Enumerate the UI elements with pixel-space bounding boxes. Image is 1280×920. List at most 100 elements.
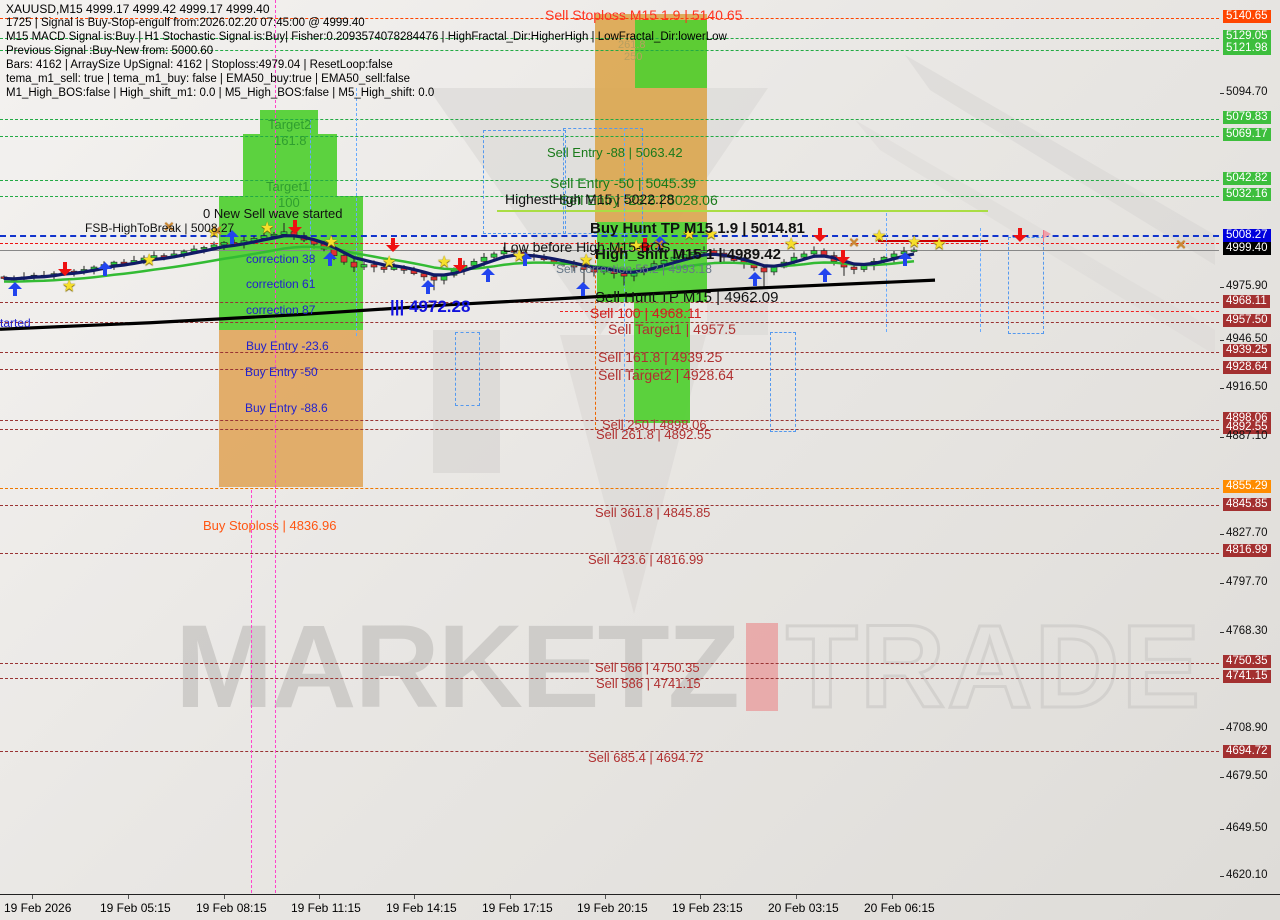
signal-star-icon: ★ [872,228,887,245]
time-tick [510,895,511,899]
info-line-previous: Previous Signal :Buy-New from: 5000.60 [6,45,214,57]
vertical-separator-line [886,213,887,332]
signal-star-icon: ★ [62,278,77,295]
arrow-head [225,230,239,237]
info-line-bars: Bars: 4162 | ArraySize UpSignal: 4162 | … [6,59,393,71]
chart-plot-area[interactable]: MARKETZ TRADE ★ ★ ★ ★ ★ ★ ★ ★ ★ ★ ★ ★ ★ ★ ★ ★ × × × × × × Sel… [0,0,1219,893]
arrow-stem [841,250,845,257]
time-tick [319,895,320,899]
price-badge-red: 4816.99 [1223,544,1271,557]
buy-arrow-icon [8,282,22,299]
price-tick [1220,93,1224,94]
price-level-line [0,322,1219,323]
info-line-macd: M15 MACD Signal is:Buy | H1 Stochastic S… [6,31,727,43]
buy-arrow-icon [225,230,239,247]
price-badge-green: 5069.17 [1223,128,1271,141]
price-badge-red: 4694.72 [1223,745,1271,758]
arrow-stem [293,220,297,227]
arrow-stem [658,243,662,250]
arrow-head [421,280,435,287]
price-badge-red: 4892.55 [1223,421,1271,434]
price-badge-hot: 5140.65 [1223,10,1271,23]
center-green-top [635,20,707,88]
price-tick [1220,829,1224,830]
info-line-bos: M1_High_BOS:false | High_shift_m1: 0.0 |… [6,87,435,99]
candlestick-series [0,222,936,331]
price-level-line [0,196,1219,197]
price-badge-green: 5129.05 [1223,30,1271,43]
arrow-head [898,252,912,259]
arrow-head [518,252,532,259]
candle-down [760,267,768,273]
arrow-stem [523,259,527,266]
arrow-head [836,257,850,264]
price-label: 4946.50 [1226,333,1268,345]
vertical-separator-line [251,490,252,893]
watermark-red-bar [745,623,778,711]
candle-up [360,264,368,268]
candle-up [280,231,288,235]
price-level-line [0,678,1219,679]
signal-star-icon: ★ [142,252,157,269]
time-label: 19 Feb 11:15 [291,901,361,915]
price-label: 4797.70 [1226,576,1268,588]
price-label: 4679.50 [1226,770,1268,782]
candle-up [490,253,498,258]
signal-star-icon: ★ [629,238,644,255]
time-label: 19 Feb 20:15 [577,901,648,915]
price-label: 4620.10 [1226,869,1268,881]
arrow-head [481,268,495,275]
time-axis[interactable]: 19 Feb 2026 19 Feb 05:15 19 Feb 08:15 19 Fe… [0,894,1280,920]
arrow-head [323,252,337,259]
vertical-separator-line [980,228,981,332]
signal-star-icon: ★ [907,234,922,251]
price-level-line [0,352,1219,353]
price-badge-red: 4845.85 [1223,498,1271,511]
signal-star-icon: ★ [932,236,947,253]
price-badge-red: 4957.50 [1223,314,1271,327]
price-level-line [878,240,988,242]
arrow-head [8,282,22,289]
price-level-line [0,302,1219,303]
price-tick [1220,583,1224,584]
price-level-line [0,18,1219,19]
price-axis[interactable]: 5140.65 5129.05 5121.98 5094.70 5079.83 5069.… [1220,0,1280,893]
price-level-line [0,429,1219,430]
arrow-stem [426,287,430,294]
price-label: 4708.90 [1226,722,1268,734]
time-tick [796,895,797,899]
arrow-stem [391,238,395,245]
price-level-line [0,369,1219,370]
arrow-stem [486,275,490,282]
price-label: 4916.50 [1226,381,1268,393]
left-green-tier1 [260,110,318,134]
left-green-tier2 [243,134,337,196]
signal-star-icon: ★ [579,252,594,269]
invalidated-x-icon: × [164,217,174,236]
price-level-line [560,311,1219,312]
arrow-head [386,245,400,252]
vertical-separator-line [275,0,276,893]
buy-arrow-icon [481,268,495,285]
time-tick [414,895,415,899]
arrow-stem [903,259,907,266]
arrow-head [453,265,467,272]
invalidated-x-icon: × [212,221,222,240]
price-level-line [0,250,1219,251]
arrow-stem [230,237,234,244]
arrow-head [638,245,652,252]
signal-star-icon: ★ [260,220,275,237]
invalidated-x-icon: × [1176,235,1186,254]
signal-star-icon: ★ [682,226,697,243]
sell-arrow-icon [386,238,400,255]
price-badge-green: 5121.98 [1223,42,1271,55]
arrow-head [818,268,832,275]
candle-up [670,256,678,261]
candle-up [680,254,688,258]
buy-arrow-icon [323,252,337,269]
arrow-head [576,282,590,289]
chart-title-ohlc: XAUUSD,M15 4999.17 4999.42 4999.17 4999.… [6,2,270,16]
time-label: 20 Feb 03:15 [768,901,839,915]
candle-down [850,266,858,270]
